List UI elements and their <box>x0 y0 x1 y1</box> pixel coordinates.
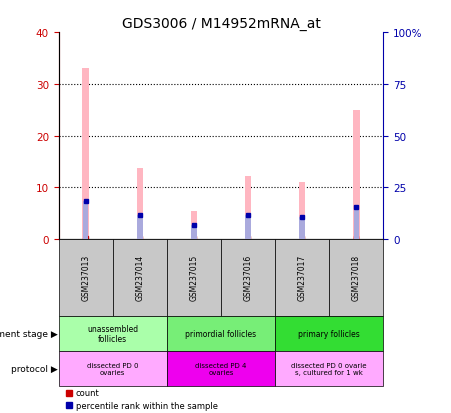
Bar <box>59 351 167 386</box>
Bar <box>113 240 167 316</box>
Bar <box>167 351 275 386</box>
Bar <box>83 202 88 240</box>
Bar <box>299 183 305 240</box>
Text: GSM237014: GSM237014 <box>135 255 144 301</box>
Text: dissected PD 0 ovarie
s, cultured for 1 wk: dissected PD 0 ovarie s, cultured for 1 … <box>291 362 367 375</box>
Text: primary follicles: primary follicles <box>299 329 360 338</box>
Bar <box>167 316 275 351</box>
Text: count: count <box>76 388 100 397</box>
Text: dissected PD 4
ovaries: dissected PD 4 ovaries <box>195 362 247 375</box>
Bar <box>137 216 143 240</box>
Bar <box>59 316 167 351</box>
Bar <box>354 207 359 240</box>
Bar <box>221 240 275 316</box>
Text: GSM237015: GSM237015 <box>189 255 198 301</box>
Bar <box>245 216 251 240</box>
Bar <box>83 69 89 240</box>
Bar <box>275 351 383 386</box>
Title: GDS3006 / M14952mRNA_at: GDS3006 / M14952mRNA_at <box>122 17 320 31</box>
Text: unassembled
follicles: unassembled follicles <box>87 324 138 343</box>
Text: GSM237018: GSM237018 <box>352 255 361 301</box>
Text: primordial follicles: primordial follicles <box>185 329 257 338</box>
Bar <box>137 169 143 240</box>
Text: percentile rank within the sample: percentile rank within the sample <box>76 401 218 410</box>
Bar <box>329 240 383 316</box>
Text: GSM237017: GSM237017 <box>298 255 307 301</box>
Bar <box>59 240 113 316</box>
Text: protocol ▶: protocol ▶ <box>11 364 58 373</box>
Bar <box>299 218 305 240</box>
Text: dissected PD 0
ovaries: dissected PD 0 ovaries <box>87 362 138 375</box>
Bar <box>245 177 251 240</box>
Text: GSM237013: GSM237013 <box>81 255 90 301</box>
Bar <box>275 240 329 316</box>
Text: GSM237016: GSM237016 <box>244 255 253 301</box>
Text: development stage ▶: development stage ▶ <box>0 329 58 338</box>
Bar <box>191 225 197 240</box>
Bar <box>167 240 221 316</box>
Bar <box>275 316 383 351</box>
Bar <box>191 211 197 240</box>
Bar <box>353 110 359 240</box>
